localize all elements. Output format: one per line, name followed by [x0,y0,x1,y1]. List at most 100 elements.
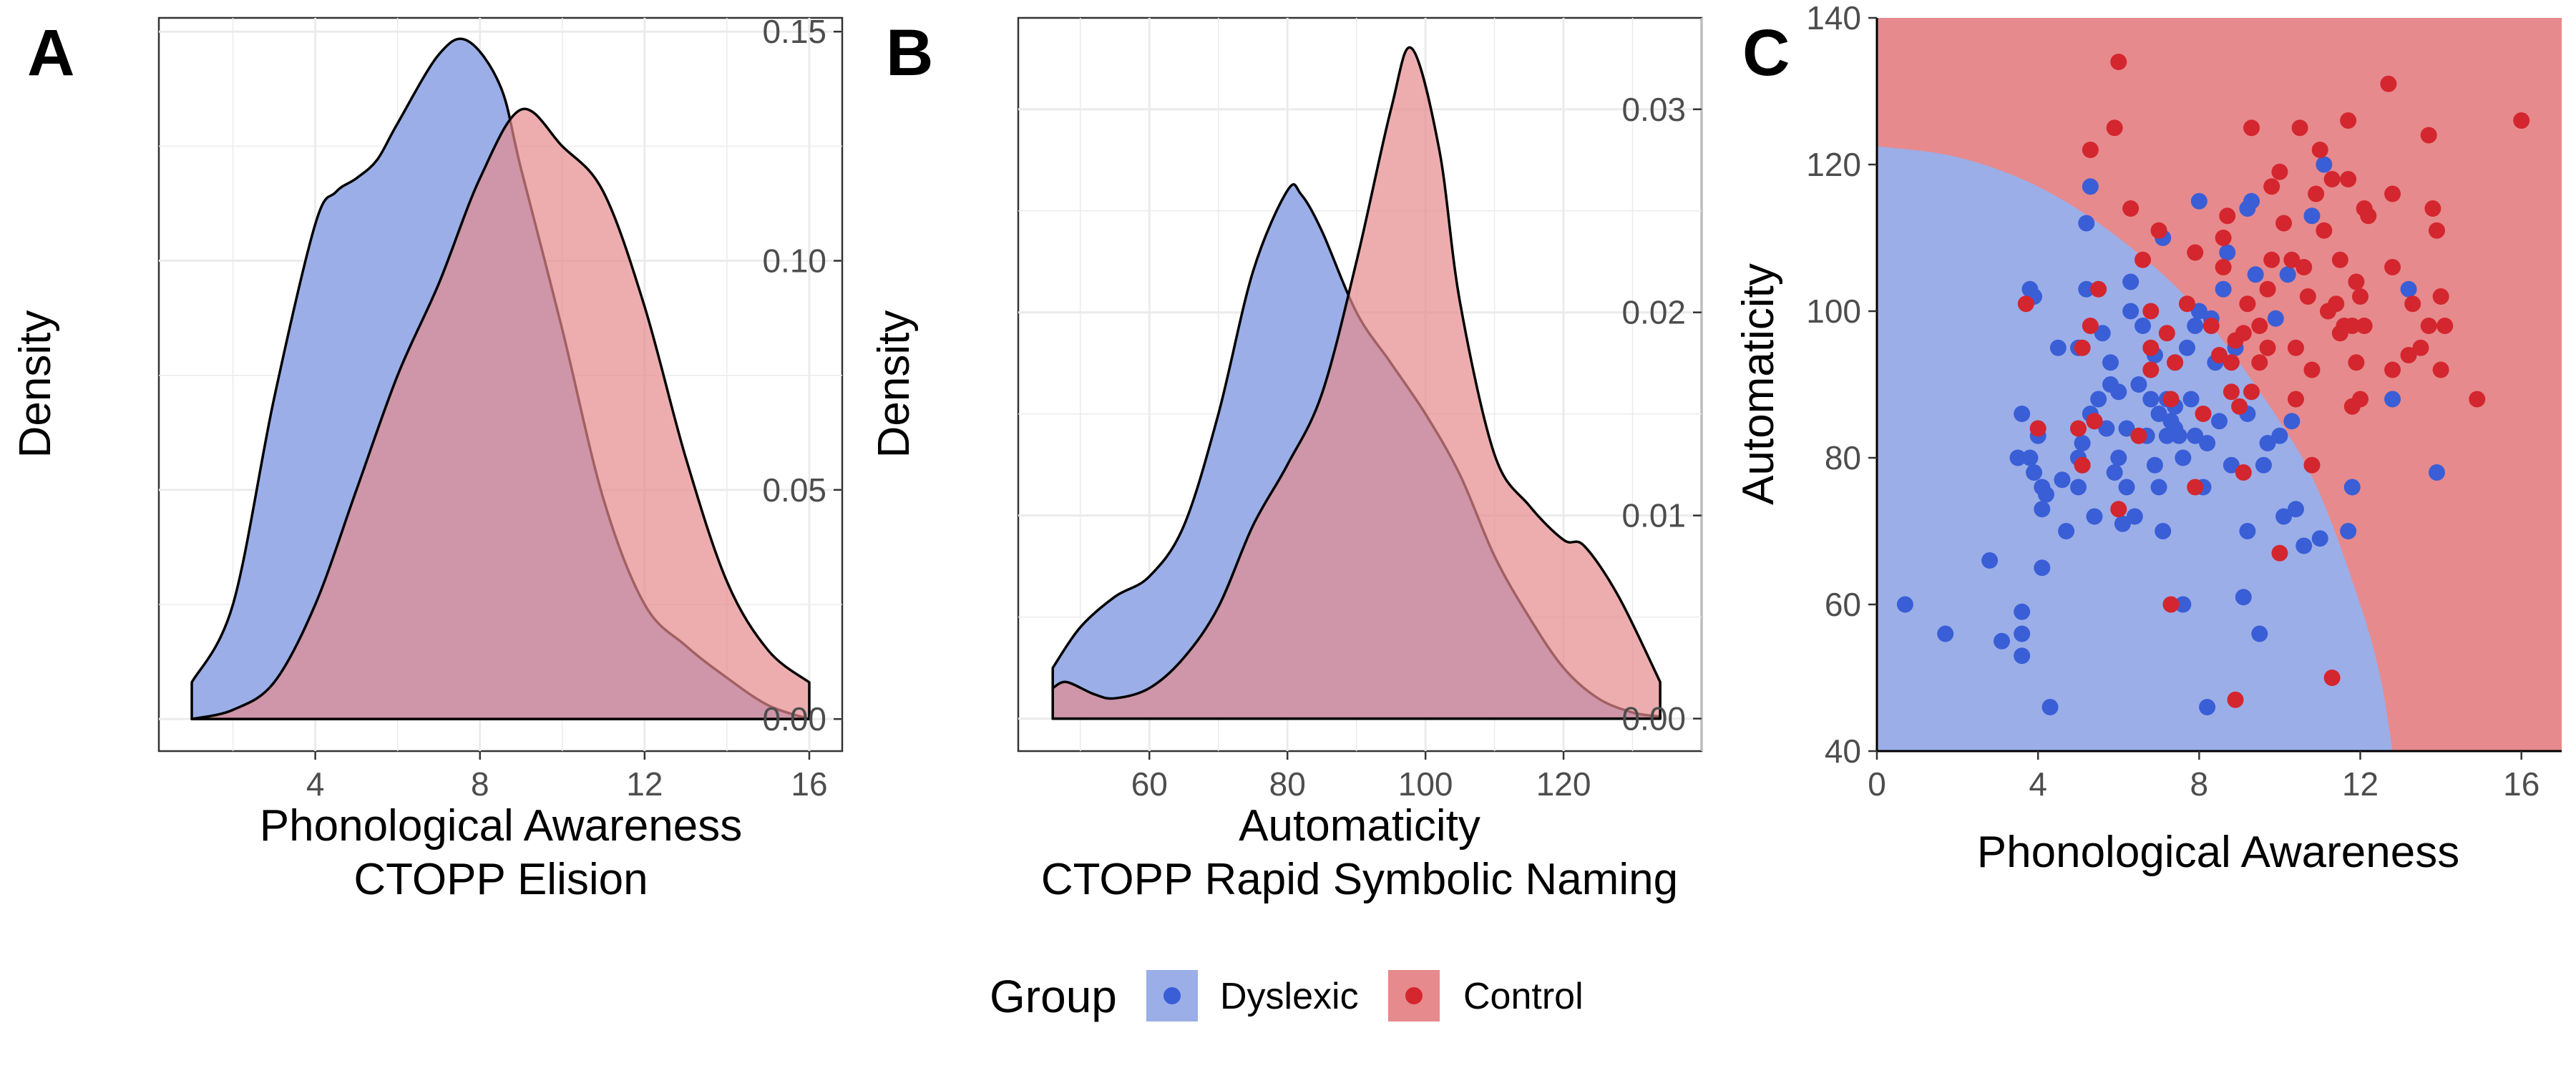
panel-b-y-axis-title: Density [869,310,919,459]
point-dyslexic [2155,523,2172,539]
point-control [2331,251,2348,268]
point-dyslexic [2150,479,2167,496]
point-control [2215,259,2232,275]
point-control [2356,318,2373,334]
point-control [2195,406,2212,422]
point-control [2082,318,2099,334]
point-dyslexic [2150,406,2167,422]
point-control [2029,420,2046,437]
point-dyslexic [2037,486,2054,503]
point-control [2178,295,2195,313]
point-control [2404,295,2421,313]
point-dyslexic [2090,391,2107,408]
point-control [2130,427,2147,444]
point-control [2135,251,2152,268]
point-dyslexic [2106,464,2123,481]
point-dyslexic [2102,354,2119,371]
panel-b-ticks: 60 80 100 120 0.00 0.01 0.02 0.03 [1131,91,1702,803]
point-control [2074,339,2091,356]
point-dyslexic [2126,508,2143,525]
point-control [2239,295,2256,313]
point-control [2106,119,2123,137]
legend-title: Group [990,971,1117,1022]
panel-b-x-axis-title: Automaticity [1239,801,1480,851]
point-control [2263,178,2280,195]
point-dyslexic [2343,479,2361,496]
point-control [2074,456,2091,474]
point-control [2271,163,2288,180]
point-control [2202,318,2220,334]
point-dyslexic [2247,266,2264,283]
point-dyslexic [2428,464,2445,481]
point-dyslexic [2211,413,2228,430]
panel-b-x-tick-label: 100 [1398,765,1453,803]
point-dyslexic [2199,699,2216,715]
panel-a-y-tick-label: 0.05 [762,471,826,509]
point-dyslexic [1981,552,1999,569]
point-dyslexic [2175,449,2192,466]
point-control [2158,325,2175,342]
panel-a-y-tick-label: 0.10 [762,242,826,280]
point-control [2384,185,2401,202]
point-dyslexic [2110,449,2127,466]
panel-c-y-tick-label: 60 [1825,586,1861,623]
point-control [2384,361,2401,378]
panel-a-y-axis-title: Density [11,310,60,459]
point-dyslexic [2340,523,2357,539]
point-dyslexic [2114,515,2131,532]
point-dyslexic [2187,318,2204,334]
point-dyslexic [2009,449,2026,466]
point-control [2142,303,2160,320]
panel-c-axes [1875,18,2562,753]
point-control [2142,361,2160,378]
point-control [2348,273,2365,290]
point-dyslexic [2170,427,2187,444]
point-control [2223,383,2240,401]
point-dyslexic [2110,383,2127,401]
point-dyslexic [2199,435,2216,451]
point-dyslexic [2014,603,2031,620]
point-control [2323,670,2341,686]
point-control [2069,420,2087,437]
point-control [2380,75,2397,92]
point-dyslexic [2142,391,2160,408]
point-control [2469,391,2486,408]
panel-a-x-tick-label: 12 [626,765,663,803]
panel-c-x-tick-label: 16 [2503,765,2540,803]
legend-label-dyslexic: Dyslexic [1220,976,1359,1017]
panel-a-x-tick-label: 16 [791,765,827,803]
point-dyslexic [2054,471,2071,489]
point-control [2150,222,2167,239]
point-dyslexic [2175,596,2192,613]
point-dyslexic [2014,625,2031,642]
panel-c-label: C [1742,16,1790,89]
point-control [2251,354,2268,371]
point-control [2352,391,2369,408]
panel-c-ticks: 0 4 8 12 16 40 60 80 100 120 140 [1806,0,2540,803]
point-control [2235,464,2252,481]
legend-point-control [1405,987,1423,1004]
panel-a-label: A [27,16,74,89]
panel-a-density-control [190,107,811,720]
point-control [2090,280,2107,298]
panel-c-y-tick-label: 120 [1806,146,1861,183]
point-dyslexic [2118,479,2135,496]
point-control [2162,596,2180,613]
point-dyslexic [2190,303,2207,320]
point-control [2215,230,2232,246]
point-control [2086,413,2103,430]
point-control [2352,288,2369,305]
panel-c-x-tick-label: 8 [2190,765,2209,803]
point-control [2296,259,2313,275]
point-control [2287,339,2304,356]
point-dyslexic [2026,464,2043,481]
point-control [2400,347,2417,363]
point-dyslexic [1896,596,1913,613]
point-control [2299,288,2316,305]
point-dyslexic [2034,501,2051,518]
point-dyslexic [2223,456,2240,474]
panel-a-x-axis-title: Phonological Awareness [260,801,742,851]
point-control [2340,112,2357,129]
point-control [2328,295,2345,313]
point-control [2343,318,2361,334]
